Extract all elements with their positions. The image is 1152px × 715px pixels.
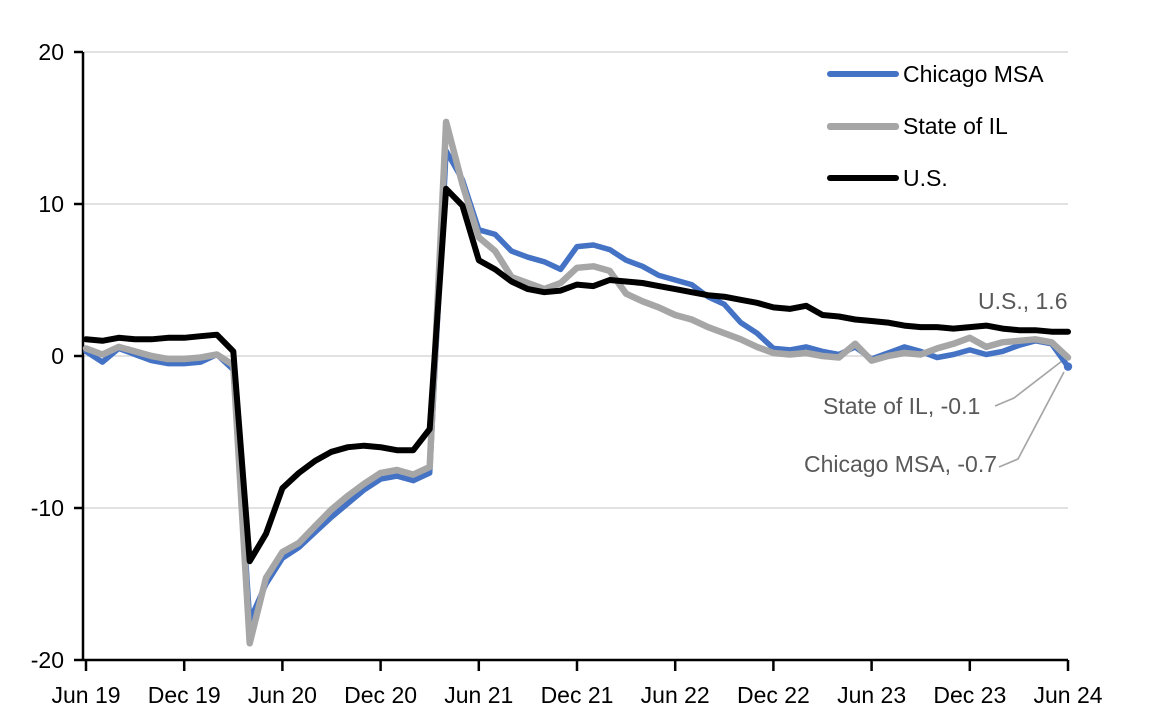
legend-item-state-of-il: State of IL — [827, 100, 1044, 152]
svg-text:Jun 20: Jun 20 — [248, 682, 317, 708]
legend-line-chicago-msa-icon — [827, 71, 899, 77]
legend-label-chicago-msa: Chicago MSA — [903, 60, 1044, 87]
data-label-us: U.S., 1.6 — [978, 288, 1068, 314]
legend-item-chicago-msa: Chicago MSA — [827, 48, 1044, 100]
svg-text:Jun 19: Jun 19 — [51, 682, 120, 708]
data-label-state-of-il: State of IL, -0.1 — [823, 393, 981, 419]
legend-label-state-of-il: State of IL — [903, 112, 1008, 139]
legend-line-us-icon — [827, 175, 899, 181]
svg-text:Dec 21: Dec 21 — [541, 682, 614, 708]
svg-text:20: 20 — [38, 39, 64, 65]
svg-text:0: 0 — [51, 343, 64, 369]
svg-text:Jun 23: Jun 23 — [837, 682, 906, 708]
data-label-chicago-msa: Chicago MSA, -0.7 — [804, 451, 998, 477]
svg-text:Dec 23: Dec 23 — [933, 682, 1006, 708]
svg-text:Jun 21: Jun 21 — [444, 682, 513, 708]
svg-text:Dec 20: Dec 20 — [344, 682, 417, 708]
svg-text:Jun 22: Jun 22 — [641, 682, 710, 708]
legend-label-us: U.S. — [903, 164, 948, 191]
svg-text:-20: -20 — [31, 647, 64, 673]
chart-legend: Chicago MSA State of IL U.S. — [827, 48, 1044, 204]
svg-text:Jun 24: Jun 24 — [1033, 682, 1102, 708]
svg-text:Dec 22: Dec 22 — [737, 682, 810, 708]
svg-text:Dec 19: Dec 19 — [148, 682, 221, 708]
svg-text:-10: -10 — [31, 495, 64, 521]
legend-item-us: U.S. — [827, 152, 1044, 204]
svg-text:10: 10 — [38, 191, 64, 217]
legend-line-state-of-il-icon — [827, 122, 899, 130]
